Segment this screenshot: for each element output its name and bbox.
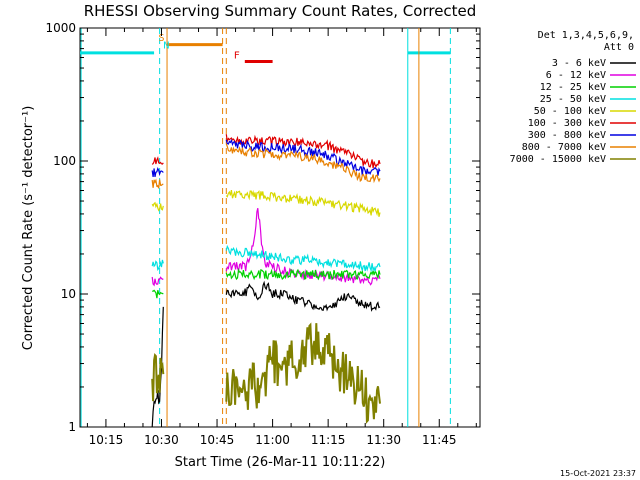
axis-layer: 1 10 100 1000 10:15 10:30 10:45 11:00 11:15 11:30…	[45, 21, 480, 447]
y-axis-label: Corrected Count Rate (s⁻¹ detector⁻¹)	[21, 106, 36, 351]
legend-entry-label: 6 - 12 keV	[546, 70, 606, 81]
x-tick-label: 10:30	[144, 433, 179, 447]
y-tick-label: 1000	[45, 21, 76, 35]
series-line	[151, 167, 164, 178]
y-tick-label: 1	[68, 420, 76, 434]
series-line	[225, 134, 381, 169]
legend-entry-label: 300 - 800 keV	[528, 130, 606, 141]
series-line	[225, 138, 381, 176]
series-line	[151, 178, 164, 189]
legend-entry-label: 3 - 6 keV	[552, 58, 606, 69]
legend-entry-label: 50 - 100 keV	[534, 106, 606, 117]
series-layer	[151, 134, 381, 428]
flag-letter: F	[234, 50, 240, 61]
legend-header: Att 0	[604, 42, 634, 53]
legend-entry-label: 800 - 7000 keV	[522, 142, 606, 153]
series-line	[225, 189, 381, 217]
chart-title: RHESSI Observing Summary Count Rates, Co…	[84, 2, 477, 20]
y-tick-label: 100	[53, 154, 76, 168]
series-line	[151, 201, 164, 212]
footer-timestamp: 15-Oct-2021 23:37	[560, 469, 636, 478]
x-axis-label: Start Time (26-Mar-11 10:11:22)	[175, 455, 386, 470]
series-line	[225, 267, 381, 281]
flag-letter: N	[163, 41, 169, 52]
series-line	[225, 143, 381, 184]
series-line	[225, 244, 381, 273]
x-tick-label: 10:45	[200, 433, 235, 447]
x-tick-label: 11:15	[311, 433, 346, 447]
flag-letter: S	[159, 33, 165, 44]
plot-frame	[79, 27, 481, 428]
x-tick-label: 11:00	[255, 433, 290, 447]
legend-header: Det 1,3,4,5,6,9,	[538, 30, 634, 41]
series-line	[151, 353, 165, 402]
series-line	[225, 322, 381, 425]
legend-entry-label: 25 - 50 keV	[540, 94, 606, 105]
y-tick-label: 10	[61, 287, 76, 301]
series-line	[151, 276, 164, 287]
legend-entry-label: 100 - 300 keV	[528, 118, 606, 129]
legend-entry-label: 12 - 25 keV	[540, 82, 606, 93]
x-tick-label: 11:30	[366, 433, 401, 447]
x-tick-label: 10:15	[89, 433, 124, 447]
series-line	[151, 156, 164, 165]
series-line	[151, 259, 164, 271]
x-tick-label: 11:45	[422, 433, 457, 447]
annotations-layer: SN F	[80, 28, 451, 427]
series-line	[152, 289, 164, 299]
legend-entry-label: 7000 - 15000 keV	[510, 154, 606, 165]
series-line	[225, 280, 381, 312]
